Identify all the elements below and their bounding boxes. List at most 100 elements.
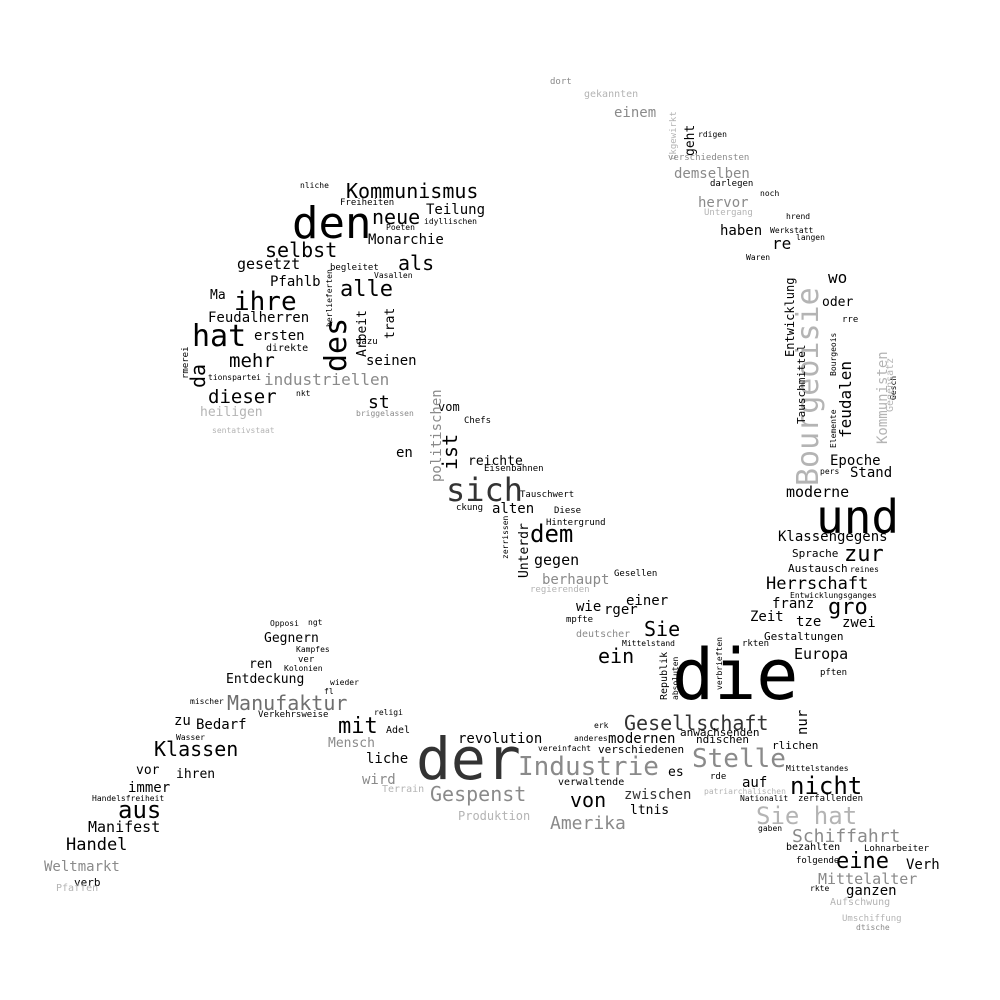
- word-gegnern: Gegnern: [264, 631, 319, 646]
- word-verkehrsweise: Verkehrsweise: [258, 710, 329, 720]
- word-erk: erk: [594, 721, 609, 730]
- word-aufschwung: Aufschwung: [830, 897, 891, 908]
- word-chefs: Chefs: [464, 416, 492, 426]
- word-wird: wird: [362, 772, 396, 788]
- word-rre: rre: [842, 315, 859, 325]
- word-trat: trat: [383, 307, 398, 339]
- word-rger: rger: [604, 602, 638, 618]
- word-mittelstandes: Mittelstandes: [786, 764, 849, 773]
- word-teilung: Teilung: [426, 202, 486, 218]
- word-bourgeois: Bourgeois: [829, 332, 838, 376]
- word-sie: Sie: [644, 617, 681, 641]
- word-kampfes: Kampfes: [296, 645, 330, 654]
- word-schiffahrt: Schiffahrt: [792, 826, 901, 847]
- word-rde: rde: [710, 772, 727, 782]
- word-einer: einer: [626, 593, 669, 609]
- word-haben: haben: [720, 223, 763, 239]
- word-mit: mit: [338, 714, 378, 739]
- word-verschiedensten: verschiedensten: [668, 153, 750, 163]
- word-rdigen: rdigen: [698, 130, 727, 139]
- word-republik: Republik: [659, 651, 670, 700]
- word-waren: Waren: [746, 253, 771, 262]
- word-darlegen: darlegen: [710, 179, 754, 189]
- word-zerrissen: zerrissen: [501, 515, 510, 559]
- word-gekannten: gekannten: [584, 89, 639, 100]
- word-ngt: ngt: [308, 618, 323, 627]
- word-gesellen: Gesellen: [614, 569, 658, 579]
- word-einem: einem: [614, 105, 657, 121]
- word-verbrieften: verbrieften: [715, 637, 724, 690]
- word-vasallen: Vasallen: [374, 271, 413, 280]
- word-dazu: dazu: [356, 337, 378, 347]
- word-dort: dort: [550, 77, 572, 87]
- word-produktion: Produktion: [458, 809, 531, 823]
- word-handelsfreiheit: Handelsfreiheit: [92, 794, 165, 803]
- word-gesellschaft: Gesellschaft: [624, 711, 769, 735]
- word-industrie: Industrie: [518, 752, 659, 782]
- word-deutscher: deutscher: [576, 629, 631, 640]
- word-dieser: dieser: [208, 386, 277, 408]
- word-patriarchalischen: patriarchalischen: [704, 787, 786, 796]
- word-opposi: Opposi: [270, 619, 299, 628]
- word-zeit: Zeit: [750, 609, 784, 625]
- word-pfaffen: Pfaffen: [56, 883, 99, 894]
- word-aus: aus: [118, 796, 162, 824]
- word-vom: vom: [438, 400, 460, 414]
- word-demselben: demselben: [674, 166, 750, 182]
- word-ndischen: ndischen: [696, 733, 749, 746]
- word-oder: oder: [822, 295, 854, 310]
- word-die: die: [672, 634, 799, 716]
- word-selbst: selbst: [265, 238, 338, 262]
- word-da: da: [186, 363, 210, 388]
- word-kommunismus: Kommunismus: [346, 179, 479, 203]
- word-ltnis: ltnis: [630, 803, 670, 818]
- word-anwachsenden: anwachsenden: [680, 726, 760, 739]
- word-verh: Verh: [906, 857, 940, 873]
- word-gesetzt: gesetzt: [237, 255, 301, 273]
- word-sie-hat: Sie hat: [756, 802, 858, 830]
- word-briggelassen: briggelassen: [356, 409, 414, 418]
- word-diese: Diese: [554, 506, 582, 516]
- word-verb: verb: [74, 876, 101, 889]
- word-politischen: politischen: [429, 389, 445, 482]
- word-mehr: mehr: [229, 350, 275, 372]
- word-seinen: seinen: [366, 353, 417, 369]
- word-gegensatz: Gegensatz: [885, 357, 896, 412]
- word-langen: langen: [796, 233, 825, 242]
- word-immer: immer: [128, 780, 171, 796]
- word-mensch: Mensch: [328, 736, 375, 751]
- word-entwicklungsganges: Entwicklungsganges: [790, 591, 877, 600]
- word-den: den: [292, 198, 372, 249]
- word-verwaltende: verwaltende: [558, 777, 625, 788]
- word-rmerei: rmerei: [181, 346, 191, 379]
- word-handel: Handel: [66, 835, 128, 855]
- word-bedarf: Bedarf: [196, 717, 247, 733]
- word-zerfallenden: zerfallenden: [798, 794, 864, 804]
- word-terrain: Terrain: [382, 784, 425, 795]
- word-st: st: [368, 392, 390, 413]
- word-begleitet: begleitet: [330, 263, 379, 273]
- word-ihren: ihren: [176, 767, 216, 782]
- word-gespenst: Gespenst: [430, 782, 527, 806]
- word-alten: alten: [492, 501, 535, 517]
- word-eine: eine: [836, 849, 889, 874]
- word-umschiffung: Umschiffung: [842, 914, 902, 924]
- word-wasser: Wasser: [176, 733, 205, 742]
- word-dem: dem: [530, 520, 574, 548]
- word-direkte: direkte: [266, 343, 309, 354]
- word-en: en: [396, 445, 413, 461]
- word-manifest: Manifest: [88, 818, 161, 836]
- word-heiligen: heiligen: [200, 405, 263, 420]
- word-ein: ein: [598, 644, 635, 668]
- word-rkte: rkte: [810, 884, 830, 893]
- word-auf: auf: [742, 775, 768, 791]
- word-arbeit: Arbeit: [355, 310, 370, 357]
- word-gegen: gegen: [534, 551, 580, 569]
- word-mittelalter: Mittelalter: [818, 870, 918, 888]
- word-pers: pers: [820, 467, 840, 476]
- word-mittelstand: Mittelstand: [622, 639, 675, 648]
- word-re: re: [772, 234, 792, 253]
- word-absoluten: absoluten: [671, 656, 680, 700]
- word-gestaltungen: Gestaltungen: [764, 630, 844, 643]
- word-sprache: Sprache: [792, 547, 839, 560]
